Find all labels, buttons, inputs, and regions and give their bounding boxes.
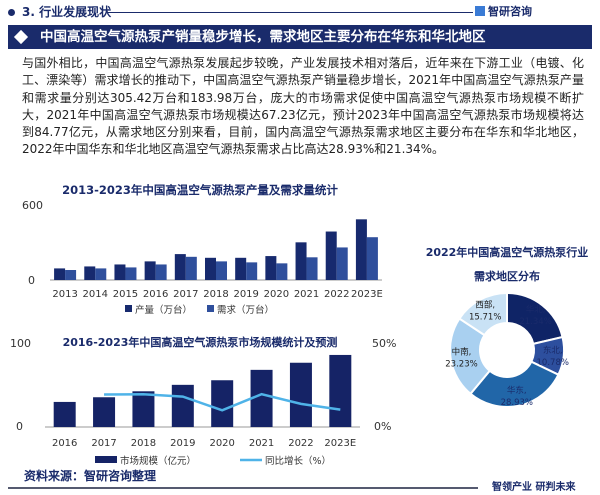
donut-label-value: 21.34% [519,317,551,327]
donut-slice-华东 [469,360,560,408]
donut-label-name: 华东, [507,385,527,396]
source-note: 资料来源：智研咨询整理 [24,469,157,483]
chart2-y2tick-min: 0% [374,420,391,433]
chart1-legend-swatch [207,305,214,312]
chart1-bar-2019-0 [235,257,247,280]
chart1-bar-2016-0 [144,261,156,280]
chart1-xtick: 2018 [203,289,228,300]
chart1-legend-label: 需求（万台） [217,304,274,316]
chart2-bar-2020 [211,380,234,427]
chart2-xtick: 2023E [324,438,356,449]
chart1-xtick: 2022 [324,289,349,300]
chart1-xtick: 2013 [52,289,77,300]
chart3-title: 2022年中国高温空气源热泵行业 [426,245,589,259]
chart1-xtick: 2017 [173,289,198,300]
chart1-xtick: 2019 [233,289,258,300]
chart1-legend-swatch [125,305,132,312]
header-divider [108,12,473,13]
chart1-bar-2015-1 [125,267,137,280]
chart2-bar-2018 [132,391,155,427]
chart1-bar-2013-0 [54,268,66,280]
chart2-xtick: 2019 [170,438,195,449]
chart2-xtick: 2020 [209,438,234,449]
chart1-bar-2013-1 [65,270,77,280]
chart2-bar-2023E [329,354,352,427]
chart1-bar-2021-0 [295,242,307,280]
chart2-bar-2022 [289,362,312,427]
chart1-ytick-min: 0 [28,274,35,287]
donut-label-name: 东北, [543,345,563,356]
chart2-xtick: 2022 [288,438,313,449]
chart2-y2tick-max: 50% [372,337,396,350]
donut-label-name: 华北, [526,304,546,315]
brand-logo-icon [475,6,485,16]
chart2-title: 2016-2023年中国高温空气源热泵市场规模统计及预测 [63,335,338,349]
chart2-xtick: 2021 [249,438,274,449]
chart1-xtick: 2023E [351,289,383,300]
chart1-bar-2018-1 [216,261,227,280]
chart2-bar-2019 [171,384,194,427]
chart2-bar-2016 [53,401,76,427]
chart2-legend-label-line: 同比增长（%） [265,455,331,467]
brand-name: 智研咨询 [488,5,532,18]
chart1-title: 2013-2023年中国高温空气源热泵产量及需求量统计 [62,183,338,197]
donut-label-value: 23.23% [445,360,477,370]
chart1-bar-2018-0 [205,257,216,280]
chart1-xtick: 2015 [113,289,138,300]
chart2-legend-swatch-bar [95,456,117,463]
donut-label-value: 10.78% [537,358,569,368]
chart1-bar-2017-0 [174,254,186,280]
chart1-bar-2014-0 [84,266,96,280]
chart1-bar-2022-0 [325,231,337,280]
chart1-bar-2020-0 [265,256,277,280]
chart2-legend-label-bar: 市场规模（亿元） [120,455,196,467]
chart1-ytick-max: 600 [22,199,43,212]
chart1-bar-2020-1 [276,263,288,280]
chart2-xtick: 2016 [52,438,77,449]
chart1-bar-2023E-1 [366,237,378,280]
chart2-ytick-max: 100 [10,337,31,350]
donut-slice-西部 [458,291,508,337]
chart2-bar-2021 [250,369,273,427]
chart1-bar-2019-1 [246,262,258,280]
chart1-xtick: 2016 [143,289,168,300]
donut-label-value: 28.93% [501,398,533,408]
chart1-bar-2021-1 [306,257,318,280]
chart1-legend-label: 产量（万台） [135,304,192,316]
donut-label-value: 15.71% [469,312,501,322]
chart1-bar-2014-1 [95,268,107,280]
chart2-xtick: 2017 [91,438,116,449]
chart1-bar-2015-0 [114,264,126,280]
body-paragraph: 与国外相比，中国高温空气源热泵发展起步较晚，产业发展技术相对落后，近年来在下游工… [22,56,584,157]
chart1-bar-2017-1 [185,256,197,280]
chart1-bar-2016-1 [155,264,167,280]
section-title: 3. 行业发展现状 [22,5,112,19]
chart2-ytick-min: 0 [16,420,23,433]
chart1-xtick: 2021 [294,289,319,300]
chart1-xtick: 2014 [83,289,108,300]
chart1-bar-2022-1 [336,247,348,280]
section-bullet [8,9,15,16]
donut-label-name: 西部, [475,299,495,310]
banner-title: 中国高温空气源热泵产销量稳步增长，需求地区主要分布在华东和华北地区 [8,25,592,49]
donut-label-name: 中南, [452,347,472,358]
chart1-xtick: 2020 [264,289,289,300]
chart2-growth-line [104,392,341,412]
chart3-subtitle: 需求地区分布 [474,269,540,283]
footer-slogan: 智领产业 研判未来 [492,482,576,493]
chart2-bar-2017 [93,397,116,427]
chart2-xtick: 2018 [131,438,156,449]
footer-divider [8,487,478,489]
chart1-bar-2023E-0 [355,219,367,280]
